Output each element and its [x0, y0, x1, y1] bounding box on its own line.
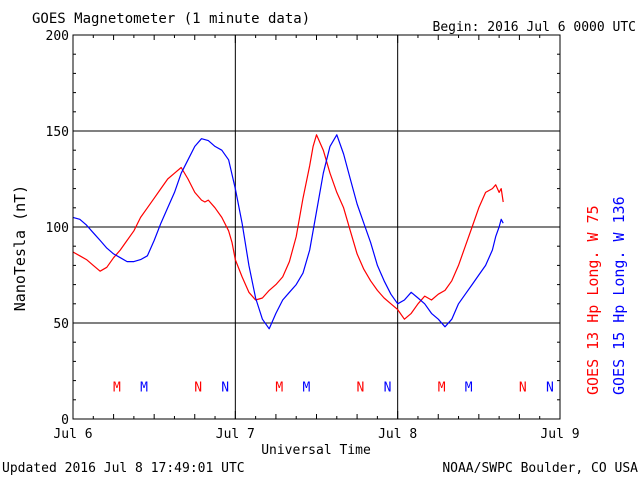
- goes13-marker: N: [357, 380, 365, 395]
- x-tick-label: Jul 9: [540, 427, 579, 442]
- series-line-goes15: [72, 134, 504, 330]
- series-layer: [72, 134, 504, 330]
- begin-label: Begin: 2016 Jul 6 0000 UTC: [433, 20, 637, 35]
- grid-layer: [73, 35, 560, 419]
- x-tick-label: Jul 6: [53, 427, 92, 442]
- plot-frame: [72, 34, 561, 420]
- y-axis-label: NanoTesla (nT): [11, 185, 29, 311]
- goes13-marker: M: [113, 380, 121, 395]
- chart-title: GOES Magnetometer (1 minute data): [32, 11, 310, 27]
- y-tick-label: 100: [46, 221, 69, 236]
- goes13-marker: N: [194, 380, 202, 395]
- marker-layer: M N M N M NM N M N M N: [113, 380, 554, 395]
- credit-label: NOAA/SWPC Boulder, CO USA: [442, 461, 638, 476]
- goes13-marker: N: [519, 380, 527, 395]
- x-tick-label: Jul 7: [216, 427, 255, 442]
- goes15-marker: N: [546, 380, 554, 395]
- y-tick-label: 150: [46, 125, 69, 140]
- x-tick-label: Jul 8: [378, 427, 417, 442]
- goes13-marker: M: [438, 380, 446, 395]
- goes13-marker: M: [275, 380, 283, 395]
- legend-goes15: GOES 15 Hp Long. W 136: [610, 196, 628, 395]
- y-tick-label: 0: [61, 413, 69, 428]
- updated-label: Updated 2016 Jul 8 17:49:01 UTC: [2, 461, 245, 476]
- goes15-marker: N: [384, 380, 392, 395]
- legend-goes13: GOES 13 Hp Long. W 75: [584, 205, 602, 395]
- goes15-marker: M: [302, 380, 310, 395]
- y-tick-label: 200: [46, 29, 69, 44]
- goes15-marker: M: [465, 380, 473, 395]
- series-line-goes13: [72, 134, 504, 320]
- goes15-marker: M: [140, 380, 148, 395]
- x-axis-label: Universal Time: [261, 443, 371, 458]
- goes15-marker: N: [221, 380, 229, 395]
- y-tick-label: 50: [53, 317, 69, 332]
- tick-layer: 0 50 100 150 200 Jul 6 Jul 7 Jul 8 Jul 9: [46, 29, 580, 442]
